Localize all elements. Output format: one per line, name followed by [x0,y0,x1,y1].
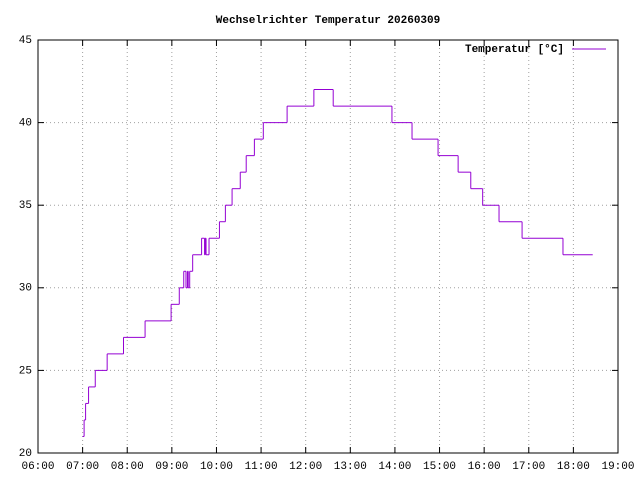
y-tick-label: 35 [19,200,32,212]
x-tick-label: 19:00 [601,461,634,473]
y-tick-label: 45 [19,35,32,47]
x-tick-label: 18:00 [557,461,590,473]
y-tick-label: 20 [19,448,32,460]
x-tick-label: 14:00 [378,461,411,473]
y-tick-label: 40 [19,118,32,130]
x-tick-label: 06:00 [21,461,54,473]
x-tick-label: 10:00 [200,461,233,473]
chart-title: Wechselrichter Temperatur 20260309 [216,15,440,27]
x-tick-label: 16:00 [468,461,501,473]
x-tick-label: 08:00 [111,461,144,473]
x-tick-label: 11:00 [245,461,278,473]
plot-border [37,39,619,454]
x-tick-label: 15:00 [423,461,456,473]
y-tick-label: 30 [19,283,32,295]
y-tick-label: 25 [19,365,32,377]
x-tick-label: 09:00 [155,461,188,473]
x-tick-label: 17:00 [512,461,545,473]
x-tick-label: 07:00 [66,461,99,473]
x-tick-label: 13:00 [334,461,367,473]
x-tick-label: 12:00 [289,461,322,473]
legend-label: Temperatur [°C] [465,44,564,56]
